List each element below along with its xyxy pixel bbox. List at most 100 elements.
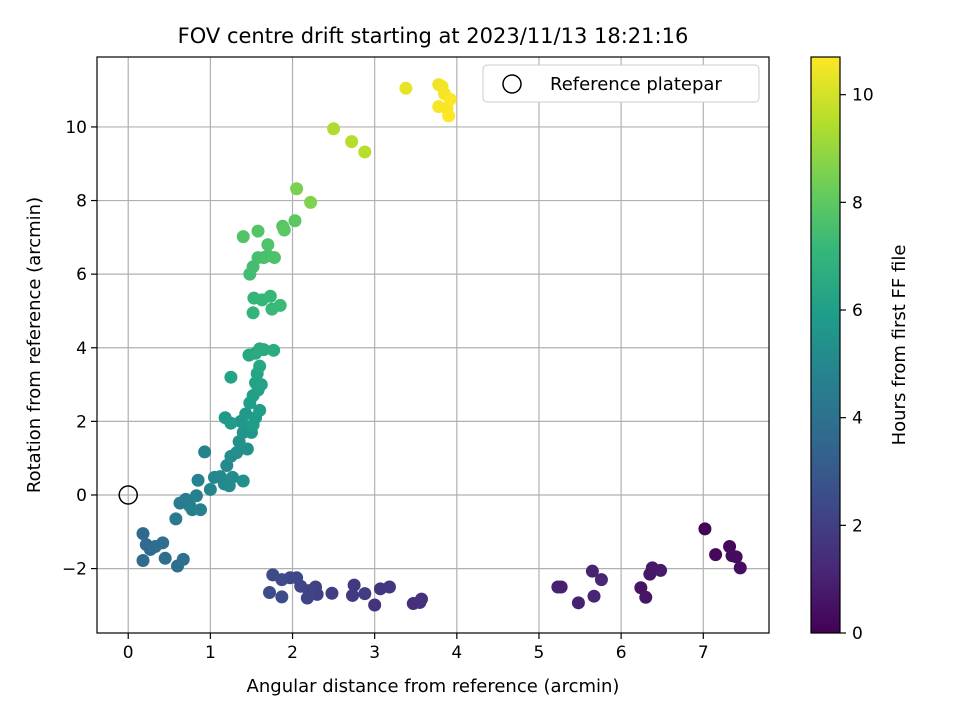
data-point — [587, 589, 601, 603]
data-point — [654, 563, 668, 577]
colorbar-tick-label: 4 — [852, 409, 863, 429]
colorbar-ticks: 0 2 4 6 8 10 — [840, 86, 874, 644]
y-tick-label: −2 — [62, 560, 87, 580]
data-point — [158, 551, 172, 565]
reference-platepar-marker — [118, 485, 138, 505]
colorbar-tick-label: 0 — [852, 624, 863, 644]
gridlines — [97, 57, 769, 633]
data-point — [230, 446, 244, 460]
y-axis-label: Rotation from reference (arcmin) — [24, 197, 45, 493]
data-point — [639, 590, 653, 604]
data-point — [443, 92, 457, 106]
data-point — [698, 522, 712, 536]
data-point — [358, 145, 372, 159]
data-point — [368, 598, 382, 612]
axes-frame — [96, 56, 770, 634]
data-point — [345, 135, 359, 149]
data-point — [267, 251, 281, 265]
data-point — [169, 512, 183, 526]
data-point — [634, 581, 648, 595]
legend-marker-icon — [502, 74, 522, 94]
data-point — [275, 590, 289, 604]
data-point — [246, 306, 260, 320]
data-point — [236, 474, 250, 488]
legend: Reference platepar — [482, 64, 760, 103]
data-point — [290, 182, 304, 196]
data-point — [358, 587, 372, 601]
data-point — [729, 550, 743, 564]
x-axis-ticks: 0 1 2 3 4 5 6 7 — [123, 633, 709, 663]
colorbar-gradient — [811, 57, 840, 633]
data-point — [382, 580, 396, 594]
data-point — [189, 489, 203, 503]
data-point — [327, 122, 341, 136]
colorbar-label: Hours from first FF file — [889, 245, 910, 446]
data-point — [176, 552, 190, 566]
data-point — [254, 378, 268, 392]
data-point — [266, 568, 280, 582]
data-point — [733, 561, 747, 575]
data-point — [399, 81, 413, 95]
x-tick-label: 5 — [534, 643, 545, 663]
scatter-points — [136, 78, 747, 612]
plot-area: 0 1 2 3 4 5 6 7 −2 0 2 4 6 8 10 — [62, 56, 770, 663]
data-point — [251, 224, 265, 238]
y-tick-label: 4 — [76, 339, 87, 359]
data-point — [304, 195, 318, 209]
x-axis-label: Angular distance from reference (arcmin) — [247, 676, 620, 697]
colorbar-frame — [810, 56, 841, 634]
data-point — [277, 223, 291, 237]
data-point — [288, 214, 302, 228]
y-tick-label: 10 — [65, 118, 87, 138]
data-point — [273, 298, 287, 312]
data-point — [136, 527, 150, 541]
colorbar-tick-label: 6 — [852, 301, 863, 321]
data-point — [263, 289, 277, 303]
colorbar-tick-label: 2 — [852, 516, 863, 536]
data-point — [300, 591, 314, 605]
y-tick-label: 2 — [76, 412, 87, 432]
x-tick-label: 6 — [616, 643, 627, 663]
data-point — [236, 230, 250, 244]
colorbar: 0 2 4 6 8 10 — [810, 56, 874, 644]
data-point — [136, 553, 150, 567]
data-point — [594, 573, 608, 587]
data-point — [191, 473, 205, 487]
data-point — [226, 470, 240, 484]
legend-entry-label: Reference platepar — [550, 74, 722, 95]
x-tick-label: 3 — [369, 643, 380, 663]
data-point — [554, 580, 568, 594]
data-point — [156, 536, 170, 550]
data-point — [585, 564, 599, 578]
axes-background — [97, 57, 769, 633]
x-tick-label: 2 — [287, 643, 298, 663]
x-tick-label: 0 — [123, 643, 134, 663]
data-point — [253, 359, 267, 373]
data-point — [198, 445, 212, 459]
data-point — [194, 503, 208, 517]
y-axis-ticks: −2 0 2 4 6 8 10 — [62, 118, 97, 580]
data-point — [414, 592, 428, 606]
x-tick-label: 1 — [205, 643, 216, 663]
data-point — [203, 482, 217, 496]
data-point — [345, 588, 359, 602]
x-tick-label: 4 — [451, 643, 462, 663]
data-point — [224, 416, 238, 430]
data-point — [263, 586, 277, 600]
data-point — [347, 578, 361, 592]
chart-title: FOV centre drift starting at 2023/11/13 … — [178, 24, 689, 48]
data-point — [261, 238, 275, 252]
y-tick-label: 0 — [76, 486, 87, 506]
data-point — [253, 403, 267, 417]
data-point — [224, 370, 238, 384]
x-tick-label: 7 — [698, 643, 709, 663]
data-point — [267, 343, 281, 357]
data-point — [571, 596, 585, 610]
colorbar-tick-label: 10 — [852, 86, 874, 106]
legend-box — [482, 64, 760, 103]
data-point — [239, 407, 253, 421]
y-tick-label: 6 — [76, 265, 87, 285]
data-point — [442, 109, 456, 123]
data-point — [257, 343, 271, 357]
